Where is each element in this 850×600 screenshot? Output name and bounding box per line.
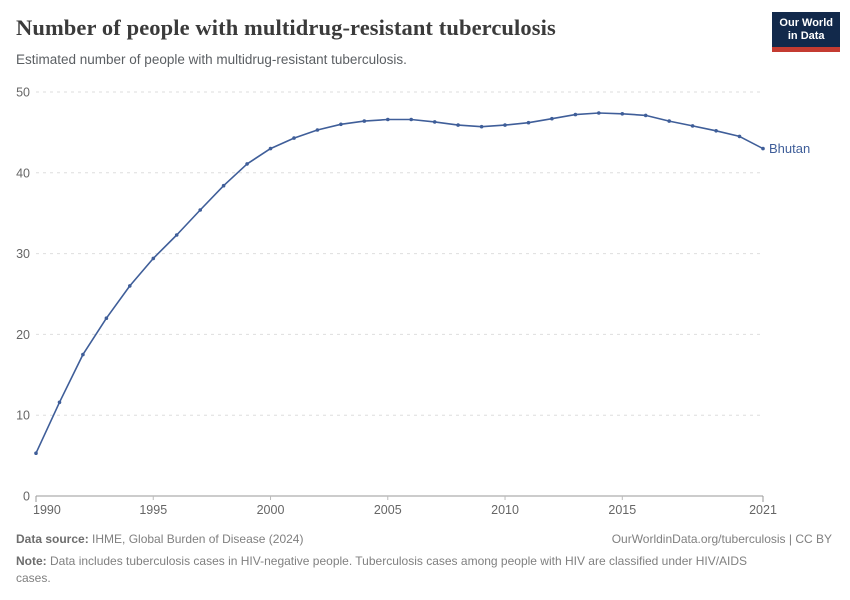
data-point[interactable] — [34, 451, 38, 456]
data-points[interactable] — [34, 111, 765, 456]
data-point[interactable] — [643, 113, 648, 118]
data-line[interactable] — [35, 112, 764, 454]
data-point[interactable] — [221, 183, 226, 188]
series-entity-label[interactable]: Bhutan — [769, 141, 810, 156]
note-label: Note: — [16, 554, 47, 568]
data-point[interactable] — [198, 208, 202, 212]
data-point[interactable] — [667, 119, 671, 123]
data-point[interactable] — [761, 146, 765, 151]
data-point[interactable] — [573, 112, 578, 117]
data-source-text: IHME, Global Burden of Disease (2024) — [88, 532, 304, 546]
x-tick-label: 2021 — [749, 503, 777, 517]
data-point[interactable] — [479, 124, 484, 129]
page-title: Number of people with multidrug-resistan… — [16, 15, 556, 40]
chart-note: Note: Data includes tuberculosis cases i… — [16, 553, 782, 587]
data-point[interactable] — [292, 136, 296, 140]
x-tick-label: 2005 — [374, 503, 402, 517]
data-point[interactable] — [362, 119, 367, 123]
y-tick-label: 50 — [16, 86, 30, 100]
attribution-link[interactable]: OurWorldinData.org/tuberculosis | CC BY — [611, 532, 832, 546]
data-point[interactable] — [57, 400, 62, 405]
y-tick-label: 10 — [16, 409, 30, 423]
x-axis-labels: 1990 1995 2000 2005 2010 2015 2021 — [33, 503, 777, 517]
y-tick-label: 20 — [16, 328, 30, 342]
y-tick-label: 40 — [16, 166, 30, 180]
data-point[interactable] — [620, 112, 625, 116]
data-point[interactable] — [526, 120, 531, 125]
owid-logo-line1: Our World — [779, 17, 833, 29]
data-point[interactable] — [104, 316, 109, 321]
data-point[interactable] — [151, 256, 156, 261]
owid-logo: Our World in Data — [772, 12, 840, 52]
x-tick-label: 1995 — [139, 503, 167, 517]
owid-logo-line2: in Data — [787, 30, 825, 42]
x-tick-label: 2010 — [491, 503, 519, 517]
y-gridlines — [36, 91, 763, 416]
x-axis — [35, 495, 764, 502]
x-tick-label: 2015 — [608, 503, 636, 517]
data-point[interactable] — [714, 129, 718, 133]
chart-subtitle: Estimated number of people with multidru… — [16, 52, 407, 67]
x-tick-label: 1990 — [33, 503, 61, 517]
data-point[interactable] — [690, 124, 695, 128]
data-source-label: Data source: — [16, 532, 89, 546]
y-tick-label: 0 — [23, 490, 30, 504]
data-point[interactable] — [81, 352, 85, 357]
data-point[interactable] — [128, 284, 132, 288]
data-point[interactable] — [174, 233, 179, 237]
data-point[interactable] — [503, 123, 507, 127]
y-axis-labels: 0 10 20 30 40 50 — [16, 86, 30, 504]
data-point[interactable] — [597, 111, 601, 115]
data-point[interactable] — [550, 116, 554, 121]
note-text: Data includes tuberculosis cases in HIV-… — [16, 554, 748, 585]
x-tick-label: 2000 — [257, 503, 285, 517]
data-point[interactable] — [409, 117, 414, 122]
data-source-line: Data source: IHME, Global Burden of Dise… — [16, 531, 303, 547]
data-point[interactable] — [456, 123, 460, 127]
data-point[interactable] — [386, 117, 390, 122]
y-tick-label: 30 — [16, 247, 30, 261]
chart-footer: Data source: IHME, Global Burden of Dise… — [16, 531, 832, 547]
data-point[interactable] — [268, 146, 273, 151]
data-point[interactable] — [737, 134, 742, 139]
data-point[interactable] — [315, 128, 320, 132]
data-point[interactable] — [432, 120, 437, 124]
data-point[interactable] — [339, 122, 343, 127]
data-point[interactable] — [245, 162, 249, 166]
